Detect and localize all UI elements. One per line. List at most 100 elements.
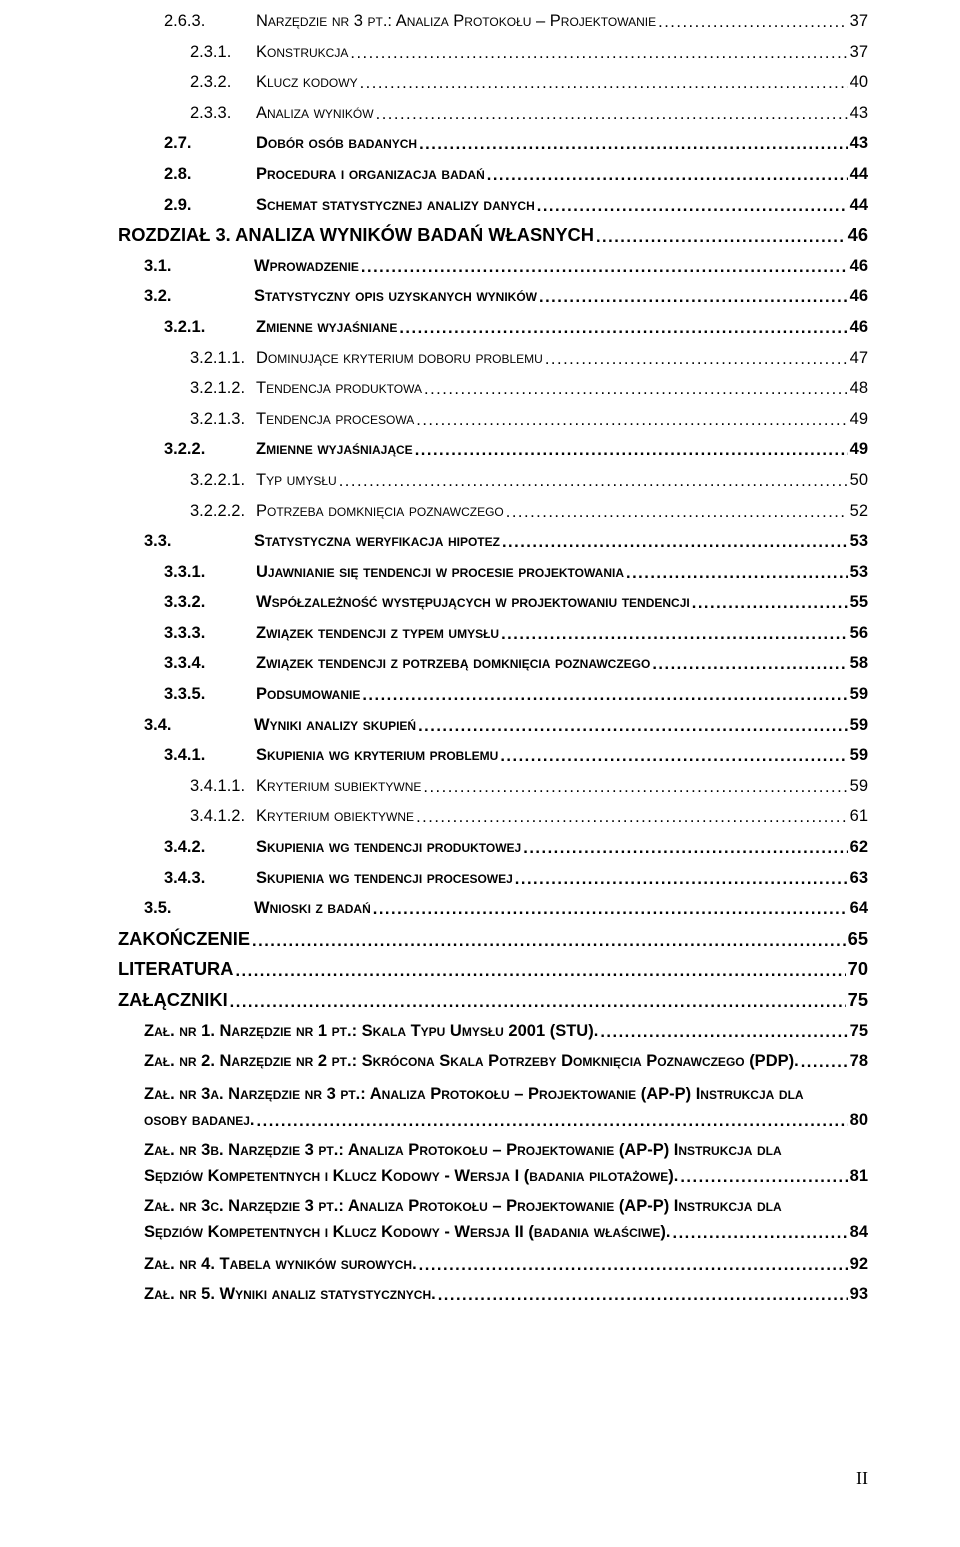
- toc-entry-page: 50: [848, 465, 868, 496]
- toc-leader-dots: [424, 384, 848, 394]
- toc-leader-dots: [373, 904, 848, 914]
- toc-entry-page: 53: [848, 526, 868, 557]
- toc-entry-label: Zał. nr 1. Narzędzie nr 1 pt.: Skala Typ…: [144, 1016, 600, 1047]
- toc-leader-dots: [419, 1260, 848, 1270]
- toc-entry-page: 61: [848, 801, 868, 832]
- toc-entry-number: 2.3.3.: [190, 98, 256, 129]
- toc-entry: 3.4.1.Skupienia wg kryterium problemu 59: [164, 740, 868, 771]
- toc-entry-number: 2.6.3.: [164, 6, 256, 37]
- toc-entry-title: Statystyczna weryfikacja hipotez: [254, 532, 500, 550]
- toc-entry-number: 3.4.2.: [164, 832, 256, 863]
- toc-entry: 3.4.2.Skupienia wg tendencji produktowej…: [164, 832, 868, 863]
- toc-entry-number: 2.8.: [164, 159, 256, 190]
- toc-entry-label: 3.2.1.3.Tendencja procesowa: [190, 404, 416, 435]
- toc-entry-lastlabel: Sędziów Kompetentnych i Klucz Kodowy - W…: [144, 1219, 672, 1245]
- toc-entry-page: 78: [848, 1046, 868, 1077]
- toc-entry-number: 3.2.2.: [164, 434, 256, 465]
- toc-entry-title: Podsumowanie: [256, 685, 360, 703]
- toc-entry-label: 3.2.2.Zmienne wyjaśniające: [164, 434, 415, 465]
- toc-entry-number: 2.9.: [164, 190, 256, 221]
- toc-entry-number: 3.3.3.: [164, 618, 256, 649]
- toc-entry: Zał. nr 4. Tabela wyników surowych.92: [144, 1249, 868, 1280]
- toc-entry-page: 40: [848, 67, 868, 98]
- toc-entry-label: 3.2.1.1.Dominujące kryterium doboru prob…: [190, 343, 545, 374]
- toc-entry-page: 46: [848, 281, 868, 312]
- toc-entry: 3.3.5.Podsumowanie 59: [164, 679, 868, 710]
- toc-leader-dots: [501, 629, 848, 639]
- toc-entry-title: Kryterium subiektywne: [256, 777, 421, 795]
- toc-entry-number: 2.3.2.: [190, 67, 256, 98]
- toc-entry-title: Procedura i organizacja badań: [256, 165, 485, 183]
- toc-leader-dots: [360, 78, 848, 88]
- toc-entry-title: Zmienne wyjaśniane: [256, 318, 397, 336]
- toc-entry-page: 64: [848, 893, 868, 924]
- toc-entry-number: 3.2.1.2.: [190, 373, 256, 404]
- toc-entry: 2.3.3.Analiza wyników43: [190, 98, 868, 129]
- toc-entry-title: Wyniki analizy skupień: [254, 716, 416, 734]
- toc-entry-number: 3.2.1.1.: [190, 343, 256, 374]
- toc-leader-dots: [230, 997, 846, 1007]
- toc-entry-label: 3.2.Statystyczny opis uzyskanych wyników: [144, 281, 539, 312]
- toc-entry-page: 43: [848, 128, 868, 159]
- toc-entry-title: Dobór osób badanych: [256, 134, 417, 152]
- toc-entry-label: 3.2.1.2.Tendencja produktowa: [190, 373, 424, 404]
- toc-entry: 3.4.3.Skupienia wg tendencji procesowej6…: [164, 863, 868, 894]
- toc-entry-label: 3.3.3.Związek tendencji z typem umysłu: [164, 618, 501, 649]
- toc-entry-label: 2.9.Schemat statystycznej analizy danych: [164, 190, 537, 221]
- toc-leader-dots: [523, 843, 847, 853]
- toc-entry-title: Tendencja produktowa: [256, 379, 422, 397]
- toc-entry-page: 46: [848, 251, 868, 282]
- toc-list: 2.6.3.Narzędzie nr 3 pt.: Analiza Protok…: [118, 6, 868, 1310]
- toc-entry: 3.2.2.Zmienne wyjaśniające49: [164, 434, 868, 465]
- toc-entry-label: Zał. nr 5. Wyniki analiz statystycznych.: [144, 1279, 438, 1310]
- toc-entry: Zał. nr 5. Wyniki analiz statystycznych.…: [144, 1279, 868, 1310]
- toc-entry-label: 2.3.3.Analiza wyników: [190, 98, 376, 129]
- toc-entry-number: 2.7.: [164, 128, 256, 159]
- toc-entry-page: 81: [848, 1163, 868, 1189]
- toc-leader-dots: [416, 415, 847, 425]
- toc-entry-page: 65: [846, 924, 868, 955]
- toc-entry-label: Zał. nr 2. Narzędzie nr 2 pt.: Skrócona …: [144, 1046, 801, 1077]
- toc-entry-number: 3.4.: [144, 710, 254, 741]
- toc-entry-page: 59: [848, 740, 868, 771]
- toc-entry: 3.3.3.Związek tendencji z typem umysłu56: [164, 618, 868, 649]
- toc-leader-dots: [626, 568, 848, 578]
- toc-entry: LITERATURA70: [118, 954, 868, 985]
- toc-entry-title: Klucz kodowy: [256, 73, 358, 91]
- toc-entry: 2.3.2.Klucz kodowy 40: [190, 67, 868, 98]
- toc-leader-dots: [537, 201, 848, 211]
- toc-entry: 3.2.2.2.Potrzeba domknięcia poznawczego5…: [190, 496, 868, 527]
- toc-leader-dots: [361, 262, 848, 272]
- toc-leader-dots: [235, 966, 845, 976]
- toc-entry-multiline: Zał. nr 3b. Narzędzie 3 pt.: Analiza Pro…: [144, 1137, 868, 1189]
- toc-entry: 3.3.2.Współzależność występujących w pro…: [164, 587, 868, 618]
- toc-entry-title: LITERATURA: [118, 958, 233, 979]
- toc-leader-dots: [376, 109, 848, 119]
- toc-entry-number: 3.3.1.: [164, 557, 256, 588]
- toc-entry-label: 2.8.Procedura i organizacja badań: [164, 159, 487, 190]
- toc-entry-label: Zał. nr 4. Tabela wyników surowych.: [144, 1249, 419, 1280]
- toc-leader-dots: [672, 1228, 847, 1238]
- toc-leader-dots: [596, 232, 846, 242]
- toc-entry: 3.2.1.2.Tendencja produktowa 48: [190, 373, 868, 404]
- toc-leader-dots: [506, 507, 848, 517]
- toc-entry-label: 2.6.3.Narzędzie nr 3 pt.: Analiza Protok…: [164, 6, 658, 37]
- toc-entry-page: 37: [848, 37, 868, 68]
- toc-entry-number: 3.4.3.: [164, 863, 256, 894]
- toc-entry: 2.6.3.Narzędzie nr 3 pt.: Analiza Protok…: [164, 6, 868, 37]
- toc-entry-title: Skupienia wg kryterium problemu: [256, 746, 498, 764]
- toc-entry-page: 80: [848, 1107, 868, 1133]
- toc-entry-title: ROZDZIAŁ 3. ANALIZA WYNIKÓW BADAŃ WŁASNY…: [118, 224, 594, 245]
- toc-entry-label: 3.3.5.Podsumowanie: [164, 679, 362, 710]
- toc-entry-label: 3.2.1.Zmienne wyjaśniane: [164, 312, 399, 343]
- toc-entry-page: 48: [848, 373, 868, 404]
- toc-entry-label: ZAKOŃCZENIE: [118, 924, 252, 955]
- toc-entry-number: 3.4.1.2.: [190, 801, 256, 832]
- toc-entry-page: 59: [848, 679, 868, 710]
- toc-entry-label: 3.4.Wyniki analizy skupień: [144, 710, 418, 741]
- toc-leader-dots: [545, 354, 848, 364]
- toc-entry-multiline: Zał. nr 3c. Narzędzie 3 pt.: Analiza Pro…: [144, 1193, 868, 1245]
- toc-entry-number: 3.3.: [144, 526, 254, 557]
- toc-entry-label: LITERATURA: [118, 954, 235, 985]
- toc-entry-label: 3.4.1.Skupienia wg kryterium problemu: [164, 740, 500, 771]
